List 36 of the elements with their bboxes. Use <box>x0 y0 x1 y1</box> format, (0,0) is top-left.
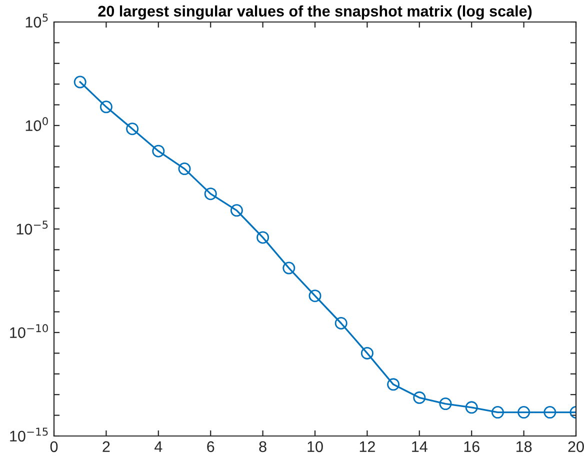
point <box>544 406 556 419</box>
x-tick-label: 16 <box>464 441 480 452</box>
point <box>152 144 165 158</box>
point <box>204 188 217 200</box>
point <box>413 391 426 404</box>
point <box>518 406 530 419</box>
x-tick-label: 20 <box>568 441 584 452</box>
y-tick-label: 10$^{0}$ <box>26 117 48 132</box>
point <box>334 316 348 330</box>
x-tick-label: 0 <box>50 441 58 452</box>
point <box>491 406 504 419</box>
point <box>308 290 322 302</box>
point <box>100 100 112 114</box>
x-tick-label: 18 <box>516 441 532 452</box>
x-tick-label: 10 <box>308 441 323 452</box>
point <box>230 204 243 217</box>
y-tick-label: 10$^{−10}$ <box>10 324 48 338</box>
point <box>74 76 86 88</box>
point <box>126 122 139 136</box>
x-tick-label: 6 <box>207 441 214 452</box>
point <box>465 401 478 414</box>
y-tick-label: 10$^{5}$ <box>26 14 48 28</box>
point <box>282 262 296 274</box>
y-tick-label: 10$^{−15}$ <box>10 428 48 442</box>
x-tick-label: 14 <box>412 441 428 452</box>
point <box>360 346 374 360</box>
x-tick-label: 8 <box>259 441 266 452</box>
chart-title: 20 largest singular values of the snapshot matrix (log scale) <box>98 5 532 20</box>
point <box>178 162 191 176</box>
point <box>387 378 400 391</box>
point <box>256 231 270 244</box>
x-tick-label: 2 <box>102 441 110 452</box>
x-tick-label: 12 <box>360 441 375 452</box>
y-tick-label: 10$^{−5}$ <box>16 220 48 235</box>
point <box>439 398 452 410</box>
x-tick-label: 4 <box>154 441 162 452</box>
